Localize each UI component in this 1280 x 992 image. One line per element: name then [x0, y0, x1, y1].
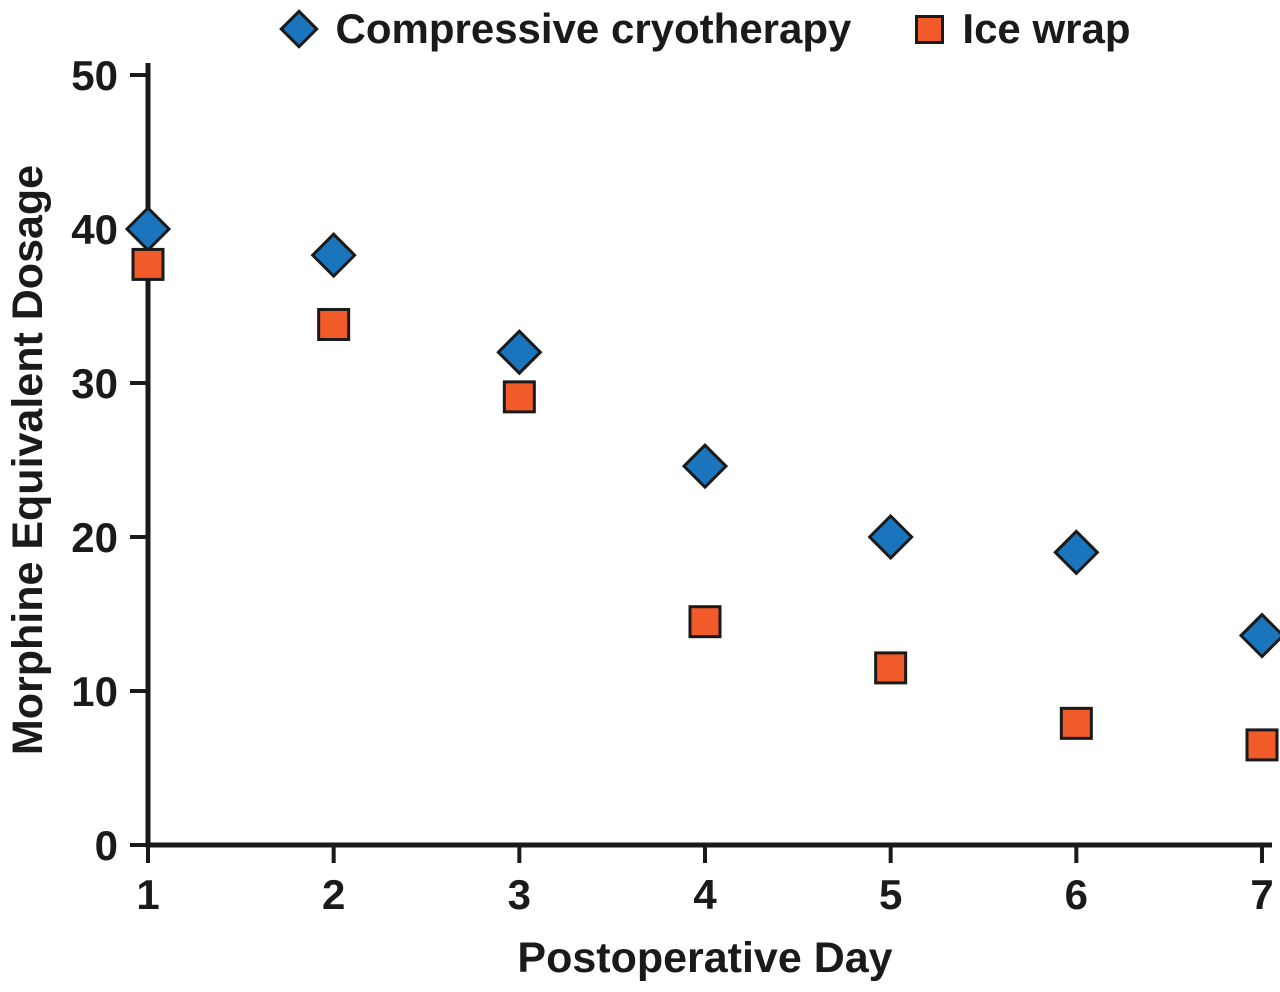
x-tick-label: 3 [508, 871, 531, 918]
point-compressive-cryotherapy [681, 443, 729, 490]
x-tick-label: 1 [136, 871, 159, 918]
point-compressive-cryotherapy [1238, 612, 1280, 659]
point-compressive-cryotherapy [310, 232, 357, 279]
x-tick-label: 5 [879, 871, 902, 918]
point-ice-wrap [317, 307, 351, 341]
y-axis-title: Morphine Equivalent Dosage [4, 165, 52, 755]
x-tick-label: 4 [693, 871, 717, 918]
point-ice-wrap [131, 247, 165, 281]
square-marker-icon [915, 14, 945, 44]
y-tick-label: 20 [71, 514, 118, 561]
x-tick-label: 2 [322, 871, 345, 918]
x-tick-label: 7 [1250, 871, 1273, 918]
point-ice-wrap [874, 651, 908, 685]
y-tick-label: 0 [95, 822, 118, 869]
y-tick-label: 50 [71, 52, 118, 99]
legend-label-compressive-cryotherapy: Compressive cryotherapy [335, 5, 852, 52]
chart-legend: Compressive cryotherapy Ice wrap [148, 0, 1262, 58]
point-ice-wrap [688, 605, 722, 639]
legend-item-compressive-cryotherapy: Compressive cryotherapy [278, 5, 852, 53]
point-ice-wrap [1059, 706, 1093, 740]
y-tick-label: 10 [71, 668, 118, 715]
point-compressive-cryotherapy [1053, 529, 1100, 576]
x-tick-label: 6 [1065, 871, 1088, 918]
point-compressive-cryotherapy [124, 205, 172, 253]
y-tick-label: 40 [71, 206, 118, 253]
point-ice-wrap [1245, 728, 1279, 762]
legend-item-ice-wrap: Ice wrap [915, 5, 1131, 53]
y-tick-label: 30 [71, 360, 118, 407]
point-ice-wrap [502, 380, 536, 414]
point-compressive-cryotherapy [496, 329, 543, 376]
x-axis-title: Postoperative Day [517, 934, 892, 982]
point-compressive-cryotherapy [867, 513, 914, 561]
legend-label-ice-wrap: Ice wrap [962, 5, 1131, 52]
